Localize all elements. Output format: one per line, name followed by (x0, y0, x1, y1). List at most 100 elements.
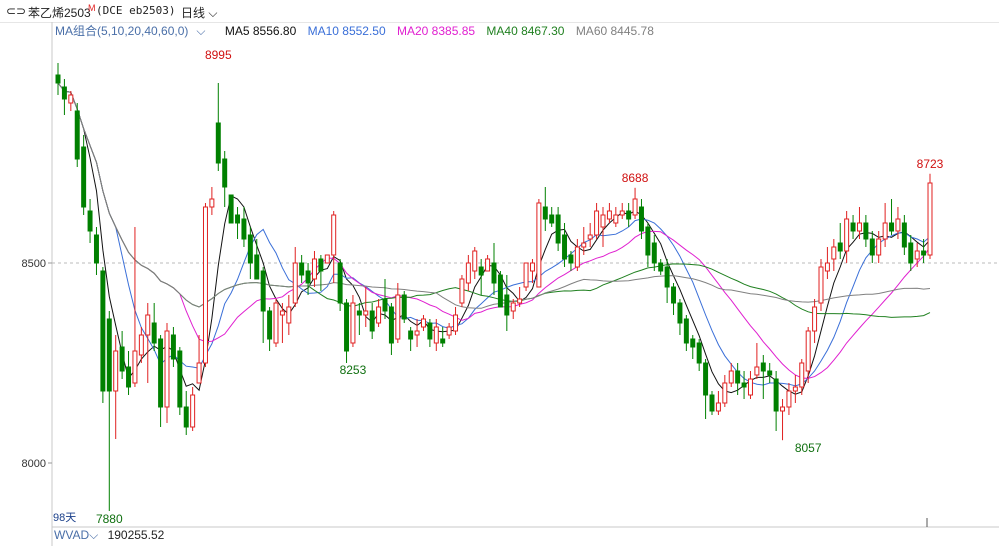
candle-body-up (786, 390, 792, 408)
candle-body-up (754, 366, 760, 376)
candle (651, 235, 657, 271)
candle-body-down (671, 286, 677, 304)
candle (93, 227, 99, 275)
candle-body-down (478, 266, 484, 276)
days-label: 98天 (53, 512, 76, 524)
candle-body-down (549, 214, 555, 224)
link-icon[interactable]: ⊂⊃ (6, 4, 27, 18)
candle (254, 239, 260, 280)
candle-body-down (683, 318, 689, 344)
candle-body-down (889, 222, 895, 232)
candle-body-up (594, 210, 600, 236)
candle (106, 311, 112, 511)
candle (81, 135, 87, 215)
candle-body-up (523, 262, 529, 288)
candle-body-up (459, 278, 465, 304)
candle-body-up (510, 302, 516, 312)
candle-body-up (805, 330, 811, 372)
candle-body-down (921, 250, 927, 256)
indicator-value: 190255.52 (107, 528, 165, 542)
candle-body-down (151, 322, 157, 344)
candle (126, 351, 132, 395)
candle-body-down (100, 270, 106, 392)
candle (876, 231, 882, 263)
candle-body-down (61, 86, 67, 100)
candle-body-down (126, 366, 132, 388)
candle-body-down (869, 238, 875, 256)
candle-body-up (331, 214, 337, 256)
candle (927, 173, 933, 259)
candle-body-down (337, 262, 343, 304)
candle-body-up (728, 370, 734, 384)
candle (395, 283, 401, 343)
ma60-value: MA60 8445.78 (575, 24, 654, 38)
candle-body-down (901, 222, 907, 248)
price-label: 8723 (917, 157, 944, 171)
candle-body-up (145, 314, 151, 336)
candle-body-up (286, 306, 292, 324)
candle (594, 203, 600, 239)
candle (786, 383, 792, 415)
candle-body-up (350, 302, 356, 344)
candle-body-down (850, 222, 856, 232)
candle-body-down (555, 214, 561, 244)
candle-body-down (837, 242, 843, 252)
candle-body-up (414, 330, 420, 336)
candle (844, 211, 850, 263)
ma-group-selector[interactable]: MA组合(5,10,20,40,60,0) ⌵ (55, 24, 214, 38)
candle (170, 327, 176, 367)
candle (882, 203, 888, 247)
chevron-down-icon: ⌵ (196, 24, 206, 38)
candle-body-up (792, 386, 798, 392)
candle-body-up (279, 310, 285, 316)
candle-body-down (773, 378, 779, 412)
candle-body-up (927, 182, 933, 256)
candle-body-up (799, 362, 805, 388)
candle (606, 203, 612, 223)
candle-body-up (587, 234, 593, 240)
candle-body-down (690, 338, 696, 348)
candle-body-down (177, 350, 183, 408)
candle (55, 63, 61, 95)
candle-body-up (882, 222, 888, 240)
candle-body-down (908, 242, 914, 264)
candle-body-down (87, 210, 93, 232)
period-selector[interactable]: 日线 ⌵ (181, 4, 217, 21)
candle (690, 335, 696, 359)
candle (273, 299, 279, 347)
candle-body-down (568, 254, 574, 264)
candle (401, 291, 407, 323)
candle (247, 227, 253, 279)
candle-body-down (863, 222, 869, 240)
candles (55, 63, 933, 511)
candle (222, 151, 228, 207)
candle-body-down (158, 338, 164, 408)
candle (68, 91, 74, 111)
candle (61, 79, 67, 115)
candle-body-up (619, 210, 625, 216)
candle (478, 259, 484, 295)
candle-body-up (68, 94, 74, 104)
candle-body-down (638, 206, 644, 232)
candle (382, 279, 388, 319)
candle (549, 207, 555, 227)
candle (517, 287, 523, 307)
candle (414, 319, 420, 347)
candle-body-down (81, 146, 87, 208)
candle (235, 207, 241, 239)
candle (202, 203, 208, 367)
candle (420, 315, 426, 331)
candle (350, 295, 356, 347)
candle (754, 343, 760, 379)
candle-body-down (735, 370, 741, 384)
candle (344, 299, 350, 363)
symbol-name: 苯乙烯2503 (28, 6, 91, 20)
indicator-label: WVAD (54, 528, 90, 542)
candle (562, 223, 568, 267)
candle (311, 251, 317, 287)
candle-body-up (747, 378, 753, 396)
indicator-selector[interactable]: WVAD⌵ (54, 528, 98, 542)
ma20-line (57, 82, 931, 379)
candle-body-up (196, 362, 202, 384)
